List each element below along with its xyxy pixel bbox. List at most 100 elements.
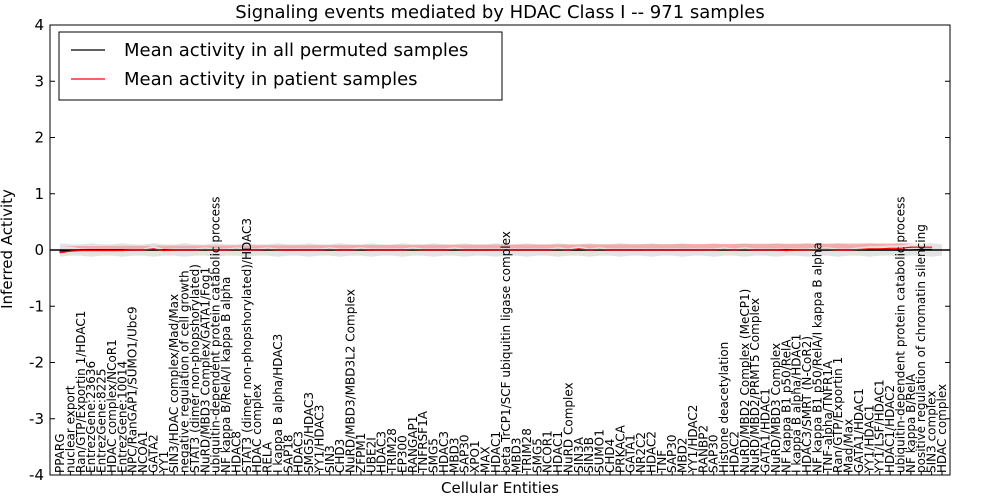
category-label: SIN3B (582, 437, 596, 473)
category-label: SUMO1 (593, 429, 607, 473)
series-1-point (536, 249, 538, 251)
series-1-point (816, 248, 819, 251)
category-label: NPC/RanGAP1/SUMO1/Ubc9 (126, 306, 140, 473)
category-label: TNF (655, 450, 669, 474)
category-label: NF kappa B1 p50/RelA (779, 339, 793, 473)
category-label: HDAC2 (727, 431, 741, 473)
category-label: UBE2I (364, 437, 378, 473)
category-label: HDAC complex (935, 384, 949, 473)
series-1-point (443, 249, 445, 251)
series-1-point (920, 246, 922, 248)
category-label: SAP30 (458, 434, 472, 473)
series-1-point (152, 248, 154, 250)
series-1-point (80, 249, 82, 252)
category-label: negative regulation of cell growth (178, 270, 192, 473)
series-1-point (204, 248, 206, 251)
series-1-point (630, 249, 632, 251)
category-label: HDAC3 (437, 431, 451, 473)
series-1-point (225, 249, 227, 251)
series-1-point (868, 248, 870, 250)
category-label: GATA1/HDAC1 (852, 388, 866, 473)
category-label: SAP30 (665, 434, 679, 473)
category-label: CHD3 (333, 439, 347, 473)
category-label: YY1/LSF/HDAC1 (873, 379, 887, 474)
series-1-point (495, 249, 497, 251)
category-label: SIN3A (572, 436, 586, 473)
category-label: Ran/GTP/Exportin 1/HDAC1 (74, 311, 88, 473)
series-1-point (733, 249, 736, 251)
series-1-point (173, 249, 175, 251)
category-label: YY1 (157, 451, 171, 474)
series-1-point (671, 249, 673, 251)
category-label: YY1/HDAC2 (686, 405, 700, 474)
category-label: EntrezGene:10014 (115, 361, 129, 473)
series-1-point (744, 248, 746, 251)
category-label: beta TrCP1/SCF ubiquitin ligase complex (499, 231, 513, 473)
series-1-point (266, 248, 269, 251)
series-1-point (526, 249, 528, 251)
series-1-point (557, 248, 559, 251)
category-label: STAT3 (dimer non-phopshorylated)/HDAC3 (240, 218, 254, 473)
series-1-point (339, 249, 341, 251)
series-1-point (142, 249, 144, 251)
category-label: SIN3/HDAC complex/Mad/Max (167, 294, 181, 473)
y-tick-label: 3 (34, 72, 44, 90)
category-label: SAP30 (707, 434, 721, 473)
chart-title: Signaling events mediated by HDAC Class … (235, 2, 764, 23)
series-1-point (765, 249, 767, 251)
series-0-point (920, 248, 922, 251)
series-0-point (152, 249, 154, 251)
category-label: I kappa B alpha/HDAC1 (790, 334, 804, 473)
series-1-point (59, 252, 61, 254)
category-label: HDAC1 (489, 431, 503, 473)
series-1-point (661, 249, 663, 251)
series-1-point (858, 248, 860, 251)
series-1-point (360, 248, 362, 251)
series-1-point (796, 249, 798, 251)
category-label: HDAC complex/NCoR1 (105, 339, 119, 473)
category-label: ubiquitin-dependent protein catabolic pr… (209, 197, 223, 473)
category-label: HDAC3/SMRT (N-CoR2) (800, 336, 814, 473)
series-1-point (650, 249, 653, 251)
category-label: NF kappa B1 p50/RelA/I kappa B alpha (810, 242, 824, 473)
y-tick-label: -3 (29, 410, 44, 428)
y-tick-label: -1 (29, 297, 44, 315)
series-1-point (754, 249, 756, 251)
category-label: SMG5 (530, 438, 544, 473)
series-1-point (879, 248, 881, 250)
legend-label-permuted: Mean activity in all permuted samples (124, 40, 468, 61)
series-1-point (111, 249, 113, 252)
series-1-point (100, 249, 103, 252)
category-label: NuRD/MBD3 Complex (769, 343, 783, 473)
category-label: HDAC complex (250, 384, 264, 473)
y-tick-label: -4 (29, 466, 44, 484)
series-0-point (889, 249, 891, 251)
series-1-point (588, 249, 590, 251)
series-1-point (806, 249, 808, 251)
category-label: MBD3 (510, 438, 524, 473)
category-label: HDAC2 (644, 431, 658, 473)
category-label: SMG5/HDAC3 (302, 392, 316, 473)
series-1-point (256, 249, 258, 251)
category-label: NF kappa B/RelA/I kappa B alpha (219, 277, 233, 473)
category-label: NuRD/MBD2/PRMT5 Complex (748, 298, 762, 473)
series-1-point (329, 248, 331, 251)
category-label: YY1/HDAC3 (312, 405, 326, 474)
series-1-point (215, 249, 217, 251)
category-label: TRIM28 (520, 428, 534, 474)
category-label: EntrezGene:23636 (84, 361, 98, 473)
series-0-point (879, 249, 881, 251)
series-1-point (775, 249, 777, 251)
series-1-point (547, 249, 549, 251)
category-label: NuRD Complex (561, 382, 575, 473)
series-1-point (453, 248, 455, 251)
legend: Mean activity in all permuted samples Me… (58, 31, 503, 101)
category-label: SIN3 (323, 445, 337, 473)
category-label: MBD2 (676, 438, 690, 473)
series-1-point (287, 249, 289, 251)
category-label: positive regulation of chromatin silenci… (914, 224, 928, 473)
category-label: NCOA1 (136, 431, 150, 473)
series-1-point (298, 249, 300, 251)
